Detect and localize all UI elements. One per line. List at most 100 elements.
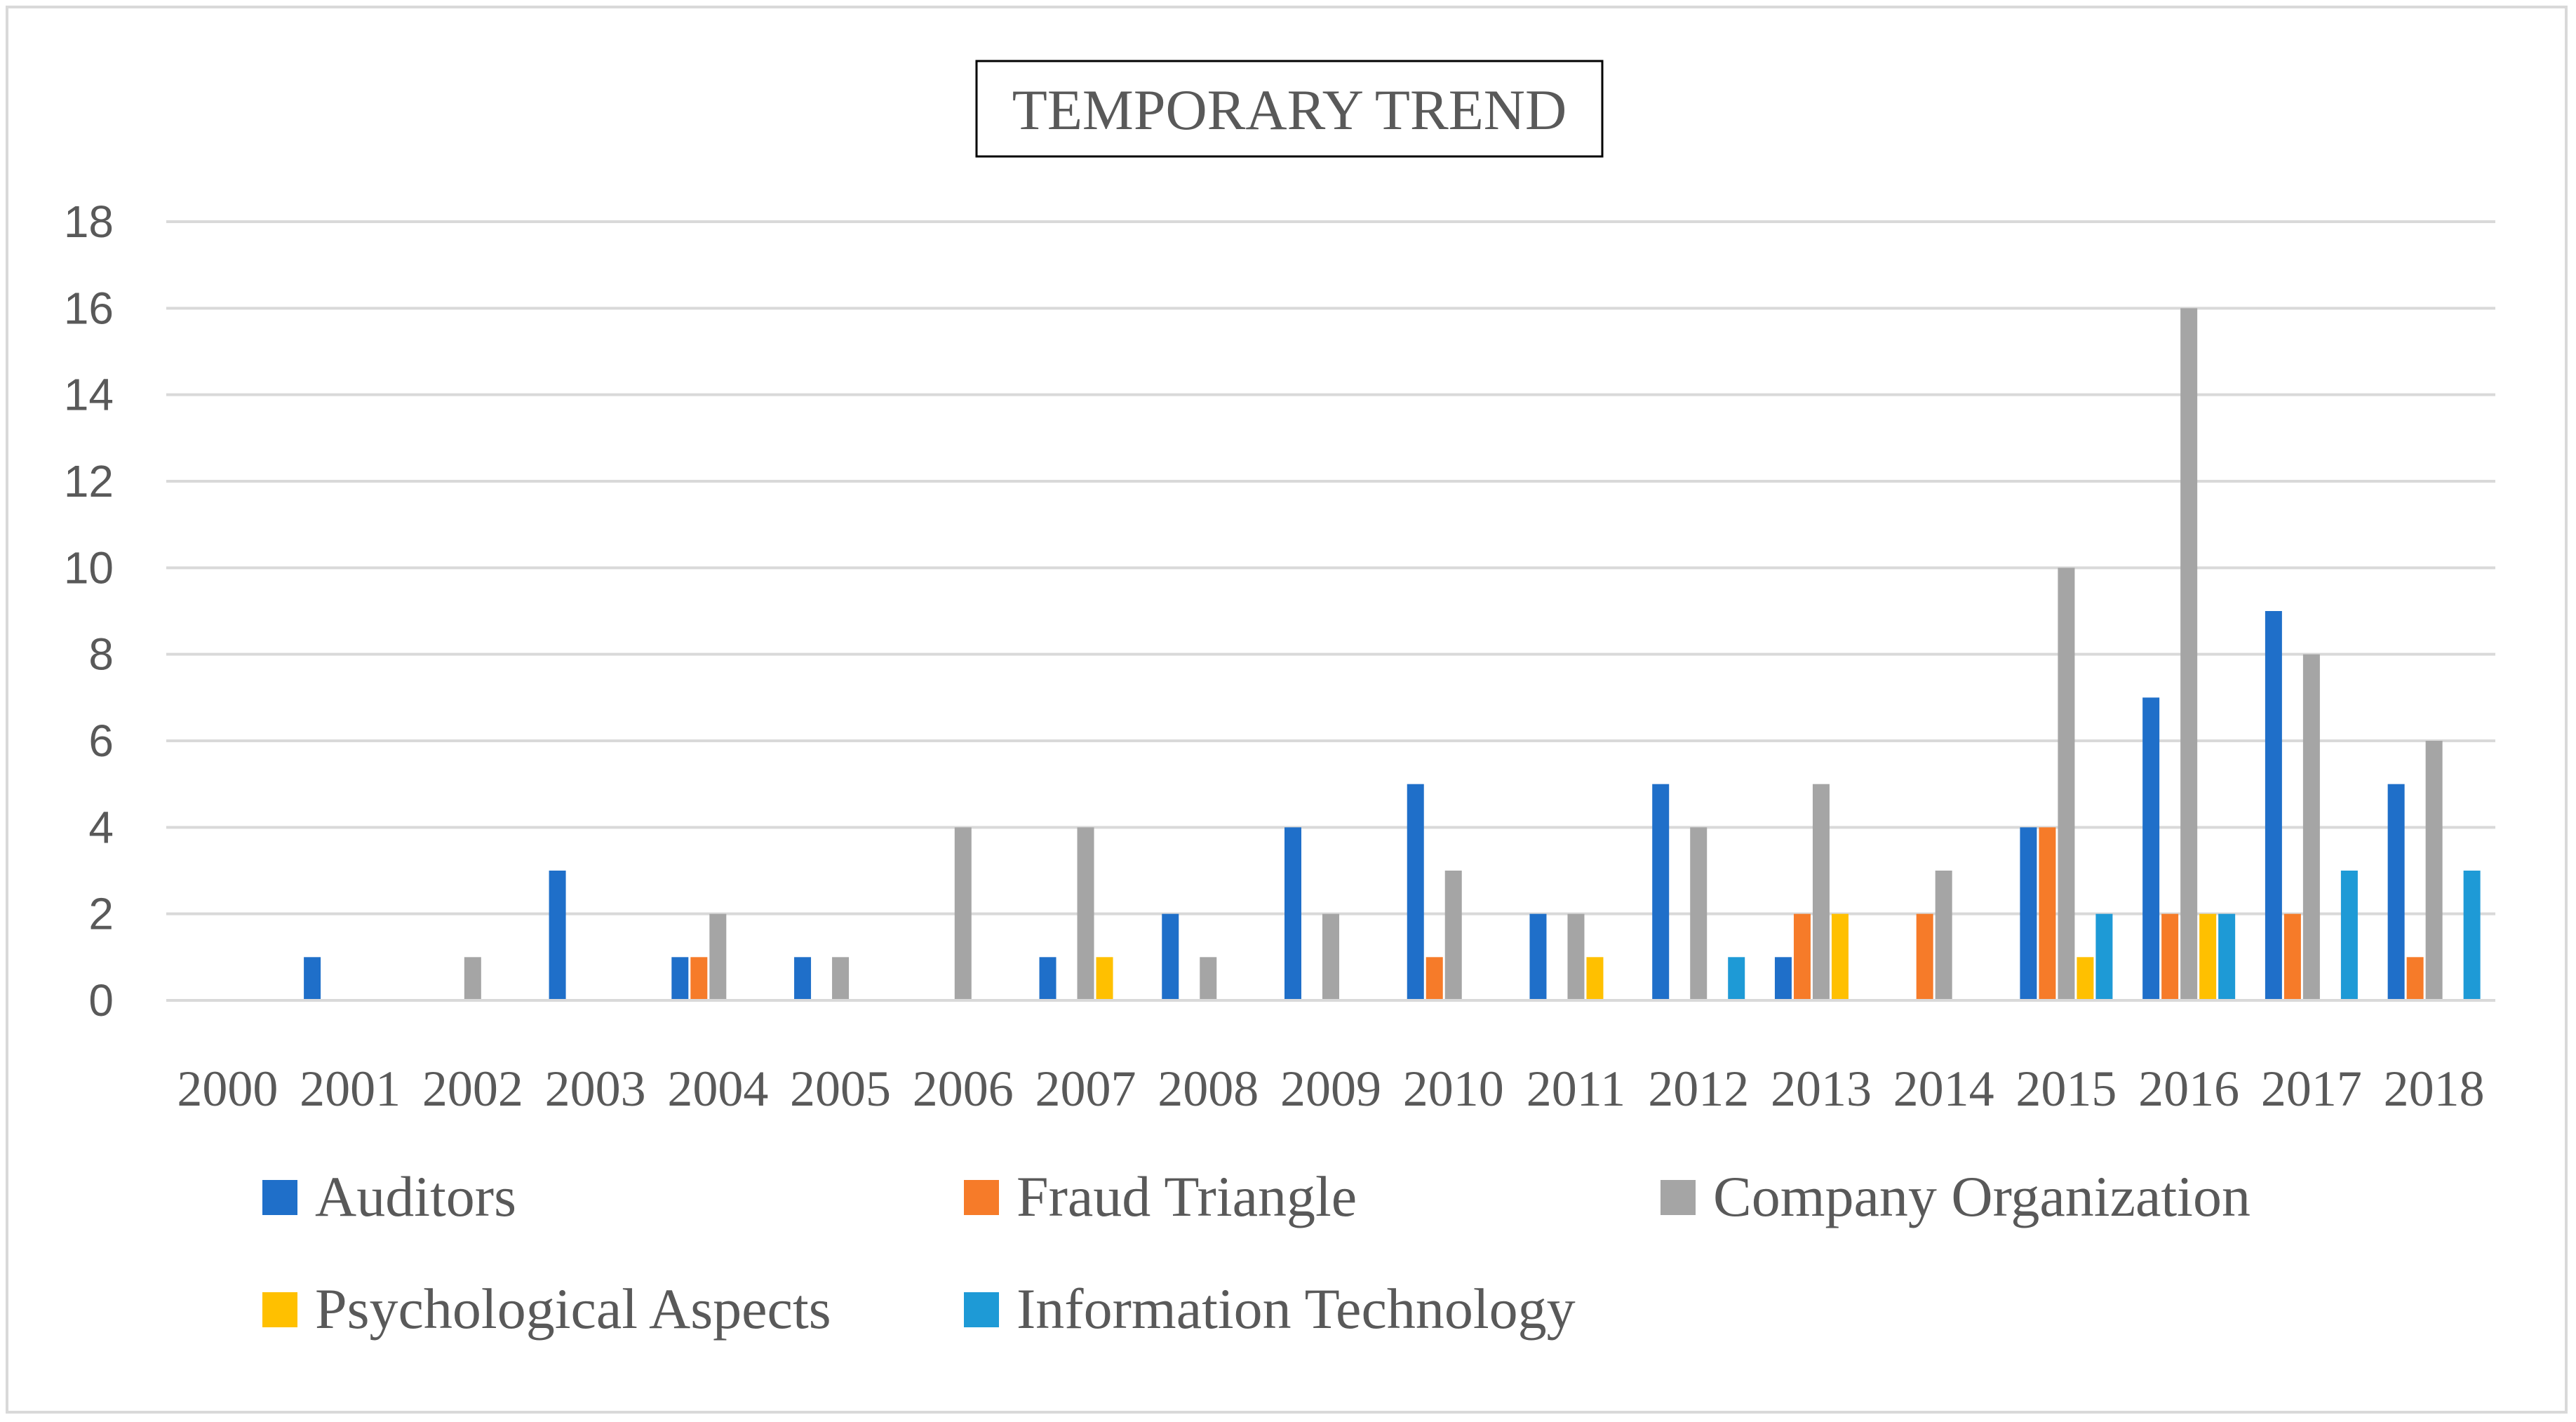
bar-company-organization-2013: [1812, 784, 1830, 1000]
x-tick-label: 2011: [1527, 1061, 1625, 1117]
bar-company-organization-2015: [2058, 568, 2075, 1000]
y-tick-label: 4: [88, 802, 114, 852]
legend-item: Company Organization: [1661, 1165, 2250, 1228]
x-tick-label: 2015: [2015, 1061, 2117, 1117]
x-tick-label: 2010: [1403, 1061, 1504, 1117]
legend-label: Company Organization: [1713, 1165, 2250, 1228]
x-axis-tick-labels: 2000 2001 2002 2003 2004 2005 2006 2007 2008 2009…: [177, 1061, 2484, 1117]
x-tick-label: 2013: [1771, 1061, 1872, 1117]
legend-label: Information Technology: [1017, 1277, 1576, 1341]
bar-fraud-triangle-2016: [2161, 913, 2179, 1000]
bar-company-organization-2010: [1444, 871, 1462, 1000]
bar-fraud-triangle-2010: [1425, 957, 1443, 1000]
bar-company-organization-2006: [954, 827, 972, 1000]
bar-auditors-2010: [1407, 784, 1424, 1000]
bar-company-organization-2017: [2302, 654, 2320, 1000]
legend-swatch: [262, 1180, 297, 1215]
legend-item: Information Technology: [964, 1277, 1576, 1341]
bar-information-technology-2012: [1728, 957, 1745, 1000]
chart-title: TEMPORARY TREND: [1012, 78, 1567, 142]
bar-auditors-2015: [2020, 827, 2037, 1000]
legend-swatch: [964, 1292, 999, 1327]
bar-auditors-2003: [549, 871, 566, 1000]
y-tick-label: 10: [64, 542, 114, 593]
bar-company-organization-2012: [1690, 827, 1708, 1000]
bar-company-organization-2005: [832, 957, 850, 1000]
bar-company-organization-2018: [2425, 741, 2443, 1000]
y-tick-label: 14: [64, 370, 114, 420]
bar-psychological-aspects-2007: [1096, 957, 1113, 1000]
y-tick-label: 2: [88, 889, 114, 939]
legend-label: Fraud Triangle: [1017, 1165, 1357, 1228]
y-tick-label: 12: [64, 456, 114, 507]
legend-swatch: [262, 1292, 297, 1327]
x-tick-label: 2002: [422, 1061, 523, 1117]
bar-company-organization-2004: [709, 913, 727, 1000]
legend-item: Auditors: [262, 1165, 516, 1228]
x-tick-label: 2001: [300, 1061, 401, 1117]
x-tick-label: 2008: [1158, 1061, 1259, 1117]
bar-information-technology-2016: [2218, 913, 2236, 1000]
bar-auditors-2016: [2142, 697, 2160, 1000]
bar-psychological-aspects-2016: [2199, 913, 2217, 1000]
legend-label: Psychological Aspects: [315, 1277, 831, 1341]
x-tick-label: 2003: [545, 1061, 646, 1117]
bar-psychological-aspects-2011: [1586, 957, 1604, 1000]
x-tick-label: 2005: [790, 1061, 891, 1117]
bar-auditors-2012: [1652, 784, 1670, 1000]
bar-company-organization-2014: [1935, 871, 1952, 1000]
x-tick-label: 2006: [913, 1061, 1014, 1117]
bar-auditors-2008: [1162, 913, 1179, 1000]
bar-psychological-aspects-2013: [1831, 913, 1849, 1000]
chart-title-box: TEMPORARY TREND: [975, 60, 1604, 158]
bar-fraud-triangle-2014: [1916, 913, 1933, 1000]
bar-information-technology-2018: [2463, 871, 2481, 1000]
bar-auditors-2007: [1039, 957, 1056, 1000]
x-tick-label: 2018: [2384, 1061, 2485, 1117]
x-tick-label: 2007: [1035, 1061, 1136, 1117]
legend-label: Auditors: [315, 1165, 516, 1228]
bar-company-organization-2009: [1322, 913, 1339, 1000]
bar-fraud-triangle-2013: [1793, 913, 1811, 1000]
y-tick-label: 8: [88, 629, 114, 680]
y-tick-label: 0: [88, 975, 114, 1026]
x-tick-label: 2009: [1280, 1061, 1381, 1117]
y-tick-label: 18: [64, 196, 114, 247]
bar-fraud-triangle-2017: [2283, 913, 2301, 1000]
bar-company-organization-2002: [464, 957, 481, 1000]
bar-fraud-triangle-2018: [2406, 957, 2424, 1000]
bar-auditors-2011: [1529, 913, 1547, 1000]
bar-company-organization-2011: [1567, 913, 1585, 1000]
bar-company-organization-2016: [2180, 308, 2198, 1000]
legend-swatch: [964, 1180, 999, 1215]
bar-auditors-2001: [304, 957, 321, 1000]
x-tick-label: 2012: [1648, 1061, 1749, 1117]
bar-auditors-2004: [671, 957, 689, 1000]
bar-information-technology-2017: [2340, 871, 2358, 1000]
bar-auditors-2018: [2387, 784, 2405, 1000]
chart-frame: TEMPORARY TREND 0 2 4 6 8 10 12 14 16 18 2000 2001…: [6, 6, 2568, 1414]
x-tick-label: 2014: [1893, 1061, 1994, 1117]
legend: Auditors Fraud Triangle Company Organizati…: [262, 1165, 2250, 1341]
bar-auditors-2013: [1774, 957, 1792, 1000]
bar-auditors-2009: [1284, 827, 1301, 1000]
chart-svg: TEMPORARY TREND 0 2 4 6 8 10 12 14 16 18 2000 2001…: [64, 60, 2495, 1341]
x-tick-label: 2016: [2138, 1061, 2239, 1117]
bar-fraud-triangle-2015: [2039, 827, 2056, 1000]
bar-company-organization-2008: [1200, 957, 1217, 1000]
bar-auditors-2005: [794, 957, 812, 1000]
y-tick-label: 6: [88, 716, 114, 766]
legend-swatch: [1661, 1180, 1696, 1215]
bar-psychological-aspects-2015: [2077, 957, 2094, 1000]
y-axis-tick-labels: 0 2 4 6 8 10 12 14 16 18: [64, 196, 114, 1026]
x-tick-label: 2004: [667, 1061, 768, 1117]
legend-item: Psychological Aspects: [262, 1277, 831, 1341]
bars: [304, 308, 2481, 1000]
y-tick-label: 16: [64, 283, 114, 333]
bar-company-organization-2007: [1077, 827, 1094, 1000]
x-tick-label: 2000: [177, 1061, 278, 1117]
bar-information-technology-2015: [2095, 913, 2113, 1000]
x-tick-label: 2017: [2261, 1061, 2362, 1117]
bar-fraud-triangle-2004: [690, 957, 708, 1000]
bar-auditors-2017: [2265, 611, 2282, 1000]
